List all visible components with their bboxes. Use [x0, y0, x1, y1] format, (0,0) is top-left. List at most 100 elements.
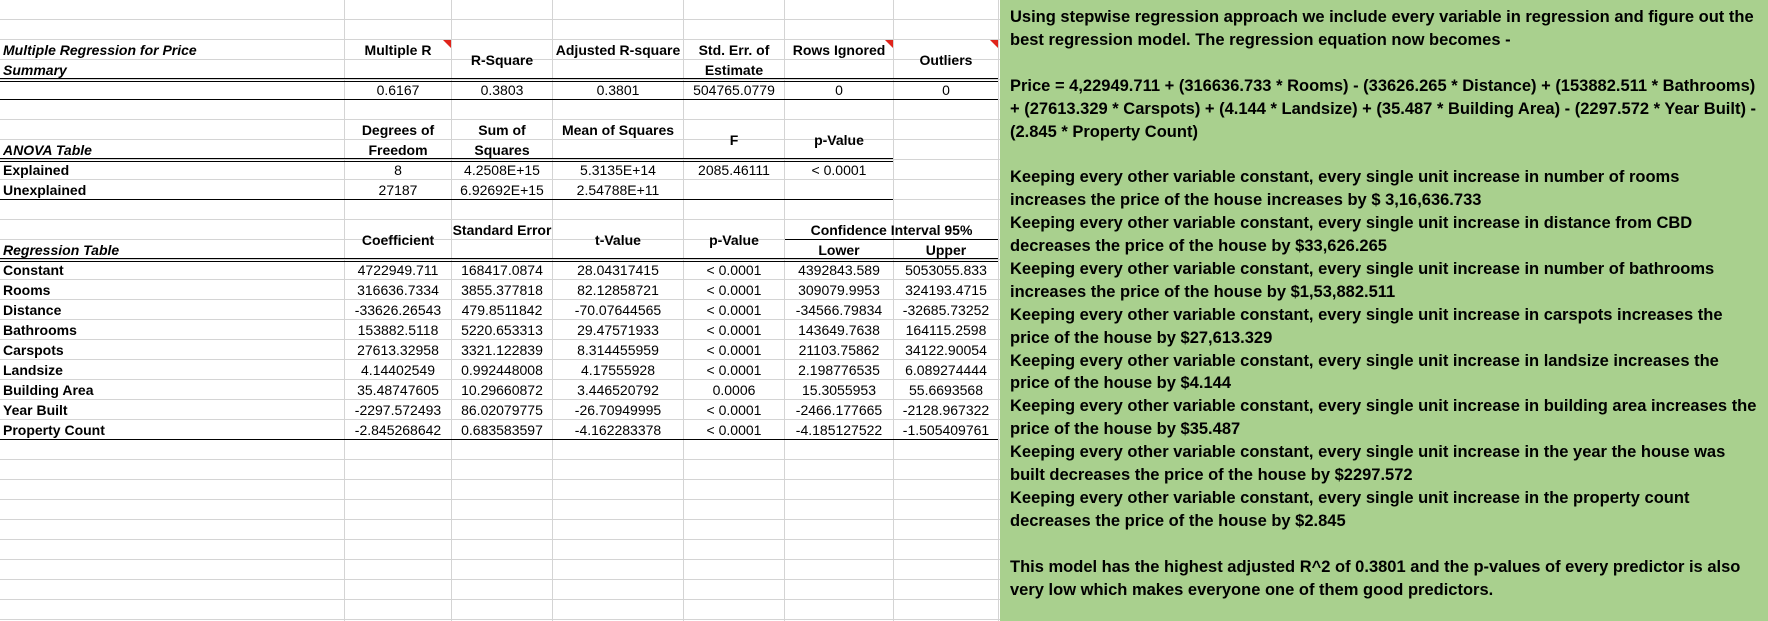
regression-cell[interactable]: -34566.79834 — [785, 300, 893, 320]
summary-header-outliers[interactable]: Outliers — [894, 50, 998, 70]
regression-cell[interactable]: -2297.572493 — [345, 400, 451, 420]
regression-header-t-value[interactable]: t-Value — [553, 230, 683, 250]
regression-cell[interactable]: < 0.0001 — [684, 300, 784, 320]
comment-indicator[interactable] — [885, 40, 893, 48]
regression-row-label[interactable]: Distance — [3, 300, 61, 320]
regression-cell[interactable]: 10.29660872 — [452, 380, 552, 400]
anova-header-p-value[interactable]: p-Value — [785, 130, 893, 150]
anova-header-f[interactable]: F — [684, 130, 784, 150]
anova-cell[interactable]: 2.54788E+11 — [553, 180, 683, 200]
regression-cell[interactable]: 28.04317415 — [553, 260, 683, 280]
regression-cell[interactable]: -4.162283378 — [553, 420, 683, 440]
regression-cell[interactable]: 4392843.589 — [785, 260, 893, 280]
regression-row-label[interactable]: Constant — [3, 260, 64, 280]
regression-cell[interactable]: 2.198776535 — [785, 360, 893, 380]
regression-cell[interactable]: 29.47571933 — [553, 320, 683, 340]
regression-cell[interactable]: 324193.4715 — [894, 280, 998, 300]
summary-value-r-square[interactable]: 0.3803 — [452, 80, 552, 100]
regression-header-coefficient[interactable]: Coefficient — [345, 230, 451, 250]
summary-value-rows-ignored[interactable]: 0 — [785, 80, 893, 100]
regression-row-label[interactable]: Rooms — [3, 280, 50, 300]
regression-cell[interactable]: 27613.32958 — [345, 340, 451, 360]
regression-cell[interactable]: 86.02079775 — [452, 400, 552, 420]
anova-cell[interactable]: 2085.46111 — [684, 160, 784, 180]
regression-cell[interactable]: < 0.0001 — [684, 420, 784, 440]
interpretation-note[interactable]: Using stepwise regression approach we in… — [1000, 0, 1768, 621]
regression-cell[interactable]: < 0.0001 — [684, 400, 784, 420]
regression-cell[interactable]: 82.12858721 — [553, 280, 683, 300]
regression-cell[interactable]: 21103.75862 — [785, 340, 893, 360]
regression-title[interactable]: Regression Table — [3, 240, 119, 260]
anova-header-ss[interactable]: Sum of Squares — [452, 120, 552, 160]
regression-cell[interactable]: < 0.0001 — [684, 320, 784, 340]
regression-row-label[interactable]: Bathrooms — [3, 320, 77, 340]
regression-cell[interactable]: 309079.9953 — [785, 280, 893, 300]
regression-cell[interactable]: 316636.7334 — [345, 280, 451, 300]
summary-header-multiple-r[interactable]: Multiple R — [345, 40, 451, 80]
regression-cell[interactable]: -1.505409761 — [894, 420, 998, 440]
regression-cell[interactable]: 143649.7638 — [785, 320, 893, 340]
regression-cell[interactable]: -2.845268642 — [345, 420, 451, 440]
regression-cell[interactable]: 4722949.711 — [345, 260, 451, 280]
regression-row-label[interactable]: Property Count — [3, 420, 105, 440]
summary-value-std-err[interactable]: 504765.0779 — [684, 80, 784, 100]
regression-header-ci-lower[interactable]: Lower — [785, 240, 893, 260]
anova-cell[interactable]: 27187 — [345, 180, 451, 200]
regression-cell[interactable]: 6.089274444 — [894, 360, 998, 380]
regression-cell[interactable]: -4.185127522 — [785, 420, 893, 440]
regression-row-label[interactable]: Landsize — [3, 360, 63, 380]
regression-cell[interactable]: < 0.0001 — [684, 260, 784, 280]
summary-header-adjusted-r-square[interactable]: Adjusted R-square — [553, 40, 683, 80]
regression-cell[interactable]: 15.3055953 — [785, 380, 893, 400]
regression-cell[interactable]: 4.17555928 — [553, 360, 683, 380]
regression-cell[interactable]: 5053055.833 — [894, 260, 998, 280]
regression-cell[interactable]: 168417.0874 — [452, 260, 552, 280]
regression-cell[interactable]: 3321.122839 — [452, 340, 552, 360]
regression-cell[interactable]: 479.8511842 — [452, 300, 552, 320]
comment-indicator[interactable] — [990, 40, 998, 48]
regression-header-p-value[interactable]: p-Value — [684, 230, 784, 250]
regression-cell[interactable]: < 0.0001 — [684, 280, 784, 300]
regression-cell[interactable]: 5220.653313 — [452, 320, 552, 340]
regression-cell[interactable]: 0.992448008 — [452, 360, 552, 380]
regression-cell[interactable]: 8.314455959 — [553, 340, 683, 360]
regression-cell[interactable]: 4.14402549 — [345, 360, 451, 380]
regression-cell[interactable]: < 0.0001 — [684, 360, 784, 380]
regression-cell[interactable]: 34122.90054 — [894, 340, 998, 360]
regression-cell[interactable]: 153882.5118 — [345, 320, 451, 340]
summary-value-multiple-r[interactable]: 0.6167 — [345, 80, 451, 100]
regression-cell[interactable]: 0.683583597 — [452, 420, 552, 440]
anova-header-ms[interactable]: Mean of Squares — [553, 120, 683, 160]
anova-cell[interactable]: 5.3135E+14 — [553, 160, 683, 180]
regression-cell[interactable]: 55.6693568 — [894, 380, 998, 400]
anova-row-unexplained-label[interactable]: Unexplained — [3, 180, 86, 200]
regression-cell[interactable]: -2466.177665 — [785, 400, 893, 420]
regression-cell[interactable]: 35.48747605 — [345, 380, 451, 400]
summary-value-outliers[interactable]: 0 — [894, 80, 998, 100]
regression-cell[interactable]: 0.0006 — [684, 380, 784, 400]
anova-cell[interactable]: 6.92692E+15 — [452, 180, 552, 200]
summary-title[interactable]: Multiple Regression for Price Summary — [3, 40, 243, 80]
anova-cell[interactable]: < 0.0001 — [785, 160, 893, 180]
regression-cell[interactable]: 164115.2598 — [894, 320, 998, 340]
regression-header-std-error[interactable]: Standard Error — [452, 220, 552, 260]
regression-header-ci-upper[interactable]: Upper — [894, 240, 998, 260]
regression-row-label[interactable]: Year Built — [3, 400, 68, 420]
regression-cell[interactable]: 3855.377818 — [452, 280, 552, 300]
summary-header-rows-ignored[interactable]: Rows Ignored — [785, 40, 893, 80]
regression-cell[interactable]: 3.446520792 — [553, 380, 683, 400]
regression-cell[interactable]: < 0.0001 — [684, 340, 784, 360]
anova-row-explained-label[interactable]: Explained — [3, 160, 69, 180]
regression-row-label[interactable]: Carspots — [3, 340, 64, 360]
comment-indicator[interactable] — [443, 40, 451, 48]
regression-header-ci[interactable]: Confidence Interval 95% — [785, 220, 998, 240]
regression-cell[interactable]: -33626.26543 — [345, 300, 451, 320]
regression-cell[interactable]: -2128.967322 — [894, 400, 998, 420]
summary-value-adjusted-r-square[interactable]: 0.3801 — [553, 80, 683, 100]
anova-header-df[interactable]: Degrees of Freedom — [345, 120, 451, 160]
regression-cell[interactable]: -32685.73252 — [894, 300, 998, 320]
regression-row-label[interactable]: Building Area — [3, 380, 94, 400]
anova-cell[interactable]: 8 — [345, 160, 451, 180]
regression-cell[interactable]: -70.07644565 — [553, 300, 683, 320]
anova-cell[interactable]: 4.2508E+15 — [452, 160, 552, 180]
